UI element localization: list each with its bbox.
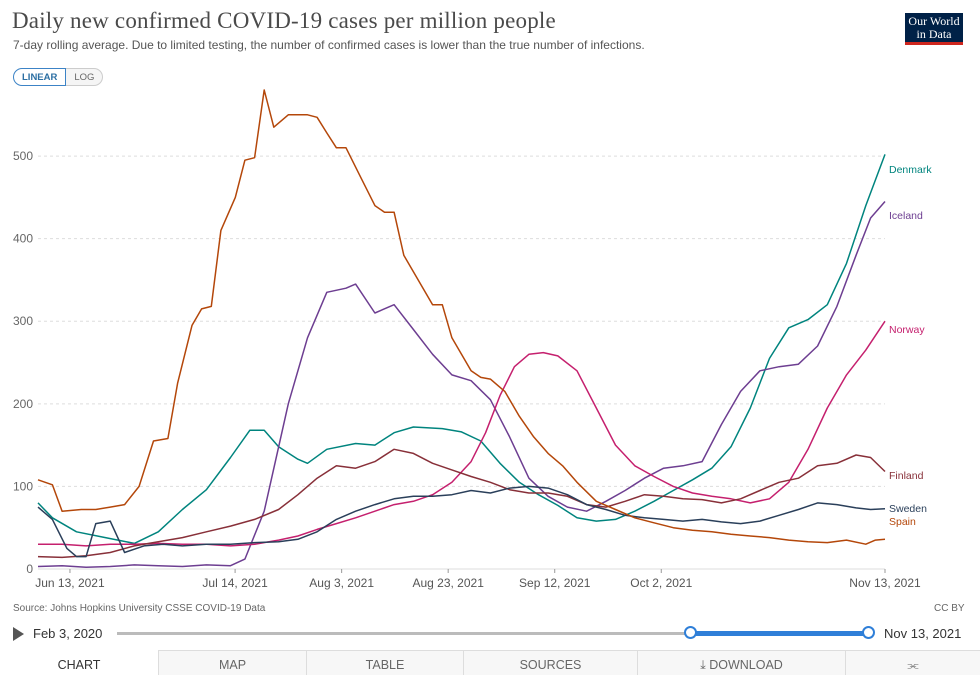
series-line-denmark[interactable] <box>37 154 886 545</box>
owid-logo[interactable]: Our World in Data <box>905 13 963 45</box>
log-scale-button[interactable]: LOG <box>66 68 104 86</box>
y-tick-label: 200 <box>13 397 33 411</box>
series-line-sweden[interactable] <box>37 485 886 558</box>
share-button[interactable]: ⫘ <box>845 650 980 675</box>
scale-toggle: LINEAR LOG <box>13 68 104 86</box>
timeline-track[interactable] <box>117 632 869 635</box>
chart-subtitle: 7-day rolling average. Due to limited te… <box>13 38 645 52</box>
logo-line-2: in Data <box>916 27 952 41</box>
x-tick-label: Jul 14, 2021 <box>202 576 268 590</box>
series-label-denmark[interactable]: Denmark <box>889 164 932 176</box>
share-icon: ⫘ <box>907 658 919 672</box>
timeline-end-handle[interactable] <box>862 626 875 639</box>
series-label-spain[interactable]: Spain <box>889 516 916 528</box>
license-label[interactable]: CC BY <box>934 603 965 614</box>
tab-sources[interactable]: SOURCES <box>463 650 637 675</box>
play-icon[interactable] <box>13 627 24 641</box>
series-label-iceland[interactable]: Iceland <box>889 210 923 222</box>
timeline-start-label: Feb 3, 2020 <box>33 626 103 641</box>
download-icon: ⤓ <box>700 658 710 672</box>
tab-download[interactable]: ⤓ DOWNLOAD <box>637 650 845 675</box>
series-label-sweden[interactable]: Sweden <box>889 503 927 515</box>
logo-line-1: Our World <box>908 14 960 28</box>
tab-table[interactable]: TABLE <box>306 650 463 675</box>
line-chart: 0 100 200 300 400 500 Jun 13, 2021 Jul 14, 2021… <box>13 89 932 590</box>
timeline-selected-range <box>691 631 869 636</box>
series-label-finland[interactable]: Finland <box>889 470 924 482</box>
chart-title: Daily new confirmed COVID-19 cases per m… <box>12 8 556 33</box>
linear-scale-button[interactable]: LINEAR <box>13 68 67 86</box>
timeline-end-label: Nov 13, 2021 <box>884 626 962 641</box>
tab-bar: CHART MAP TABLE SOURCES ⤓ DOWNLOAD ⫘ <box>0 650 980 675</box>
series-label-norway[interactable]: Norway <box>889 324 925 336</box>
series-line-spain[interactable] <box>37 89 886 545</box>
x-tick-label: Aug 3, 2021 <box>309 576 374 590</box>
tab-chart[interactable]: CHART <box>0 650 158 675</box>
logo-accent-bar <box>905 42 963 45</box>
series-line-finland[interactable] <box>37 448 886 559</box>
tab-map[interactable]: MAP <box>158 650 306 675</box>
y-tick-label: 400 <box>13 232 33 246</box>
x-tick-label: Sep 12, 2021 <box>519 576 591 590</box>
y-tick-label: 100 <box>13 479 33 493</box>
tab-download-label: DOWNLOAD <box>709 658 783 672</box>
timeline-start-handle[interactable] <box>684 626 697 639</box>
series-line-iceland[interactable] <box>37 201 886 569</box>
x-tick-label: Aug 23, 2021 <box>412 576 484 590</box>
y-tick-label: 0 <box>26 562 33 576</box>
x-tick-label: Jun 13, 2021 <box>35 576 105 590</box>
y-tick-label: 300 <box>13 314 33 328</box>
y-tick-label: 500 <box>13 149 33 163</box>
x-tick-label: Oct 2, 2021 <box>630 576 692 590</box>
x-tick-label: Nov 13, 2021 <box>849 576 921 590</box>
source-note[interactable]: Source: Johns Hopkins University CSSE CO… <box>13 603 266 614</box>
